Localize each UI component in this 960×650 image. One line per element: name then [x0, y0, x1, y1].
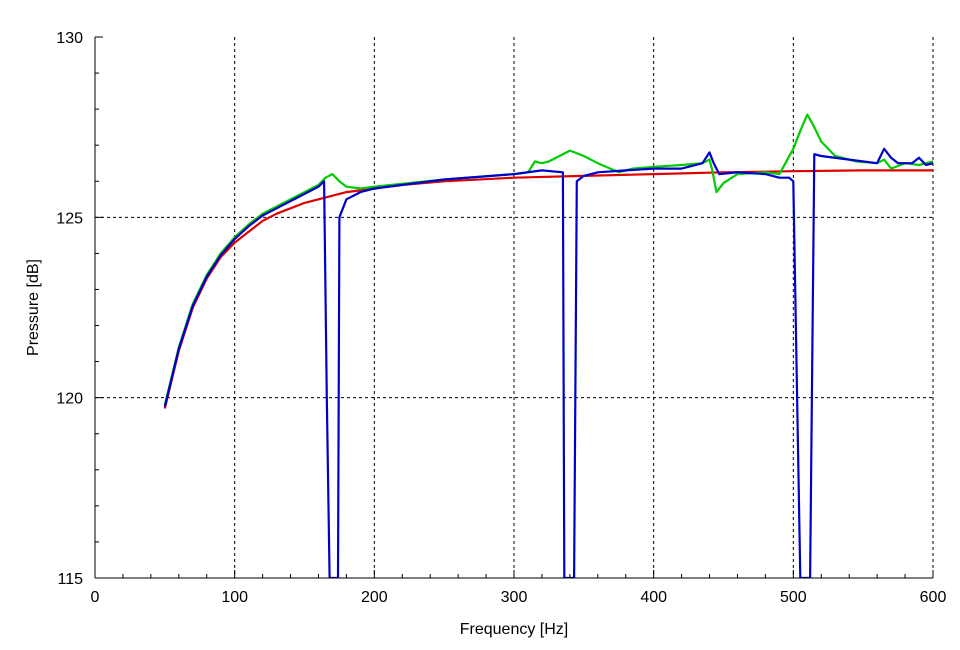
series-line-2 [163, 113, 933, 406]
x-tick-label: 600 [920, 589, 947, 606]
axes-layer [94, 37, 933, 579]
x-tick-label: 100 [221, 589, 248, 606]
y-tick-label: 120 [56, 391, 83, 408]
series-layer [163, 113, 933, 578]
y-tick-labels: 115 120 125 130 [56, 30, 83, 588]
y-tick-label: 125 [56, 210, 83, 227]
y-tick-label: 130 [56, 30, 83, 47]
x-tick-labels: 0 100 200 300 400 500 600 [91, 589, 947, 606]
x-tick-label: 0 [91, 589, 100, 606]
x-tick-label: 300 [501, 589, 528, 606]
grid-layer [95, 37, 934, 578]
series-line-3 [163, 147, 933, 578]
x-axis-title: Frequency [Hz] [460, 621, 568, 638]
y-tick-label: 115 [57, 571, 83, 588]
x-tick-label: 200 [361, 589, 388, 606]
x-tick-label: 400 [640, 589, 667, 606]
x-tick-label: 500 [780, 589, 807, 606]
y-axis-title: Pressure [dB] [25, 259, 42, 356]
